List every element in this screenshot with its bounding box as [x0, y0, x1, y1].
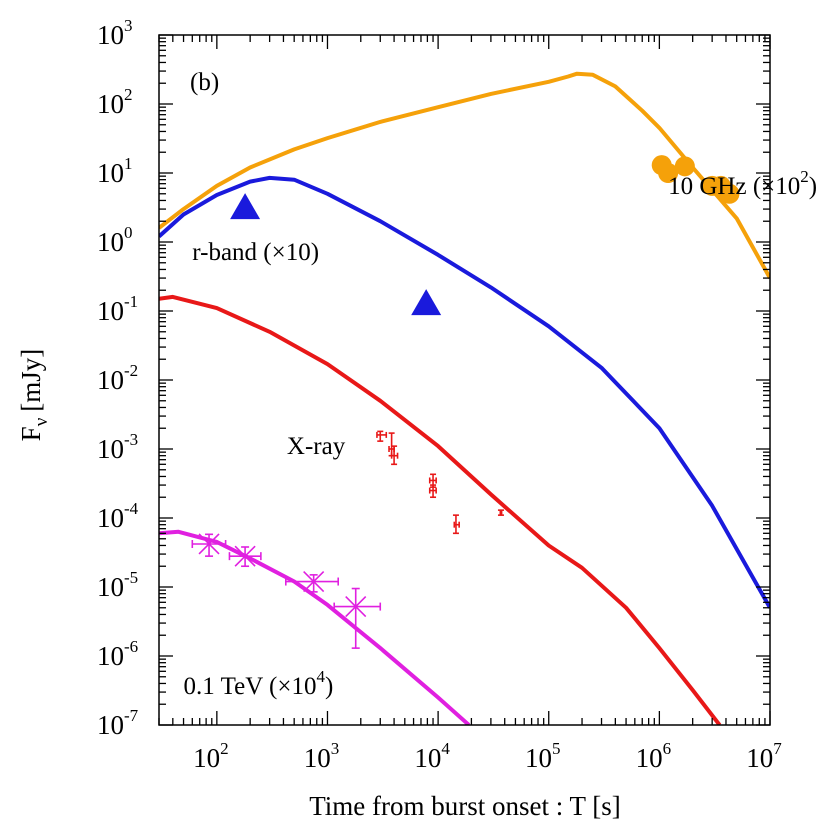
ghz-model-curve	[159, 71, 770, 280]
xray-data-point-6	[497, 509, 504, 516]
tev-data-point-2-star-b	[303, 570, 325, 593]
panel-label: (b)	[190, 69, 219, 96]
x-tick-label: 107	[746, 739, 782, 773]
y-tick-label: 10-4	[97, 499, 139, 533]
data-markers	[191, 155, 740, 649]
y-tick-label: 10-6	[97, 637, 138, 671]
y-axis-title: Fν[mJy]	[16, 349, 52, 442]
x-tick-label: 105	[525, 739, 561, 773]
ghz-data-point-1	[658, 163, 679, 183]
rband-model-curve	[159, 175, 770, 609]
x-tick-label: 103	[304, 739, 340, 773]
tev-data-point-1-star-b	[234, 545, 256, 567]
y-tick-label: 100	[97, 223, 133, 257]
rband-data-point-1	[411, 289, 442, 316]
ghz-label: 10 GHz (×102)	[668, 167, 817, 200]
rband-data-point-0	[230, 193, 261, 220]
y-tick-label: 10-3	[97, 430, 138, 464]
tev-data-point-1	[228, 545, 262, 568]
xray-data-point-0	[376, 430, 388, 442]
xray-data-point-5	[452, 514, 460, 535]
plot-frame	[158, 34, 771, 726]
ghz-data-point-5	[719, 183, 740, 204]
axis-ticks	[158, 34, 771, 726]
tev-data-point-3-star-b	[345, 596, 367, 618]
model-curves	[159, 71, 770, 725]
tev-data-point-2	[284, 570, 339, 593]
tev-data-point-3	[333, 587, 382, 649]
xray-data-point-4	[428, 484, 437, 499]
xray-label: X-ray	[287, 433, 346, 460]
y-tick-label: 10-7	[97, 706, 139, 740]
annotations: 10 GHz (×102) r-band (×10) X-ray 0.1 TeV (×…	[184, 167, 818, 700]
tick-labels: 102 103 104 105 106 107 103 102 101 100 10-1 10-2 10…	[97, 16, 782, 773]
rband-label: r-band (×10)	[192, 239, 319, 266]
tev-label: 0.1 TeV (×104)	[184, 667, 334, 700]
tev-data-point-0	[191, 533, 227, 557]
x-axis-title: Time from burst onset : T [s]	[309, 791, 621, 821]
xray-data-point-2	[390, 445, 399, 466]
x-tick-label: 104	[414, 739, 450, 773]
y-tick-label: 102	[97, 85, 133, 119]
tev-data-point-0-star-b	[198, 533, 220, 555]
x-tick-label: 106	[636, 739, 672, 773]
y-tick-label: 10-1	[97, 292, 138, 326]
y-tick-label: 10-2	[97, 361, 138, 395]
y-tick-label: 10-5	[97, 568, 138, 602]
x-tick-label: 102	[193, 739, 229, 773]
y-tick-label: 101	[97, 154, 133, 188]
y-tick-label: 103	[97, 16, 133, 50]
ghz-data-point-2	[674, 156, 695, 177]
xray-model-curve	[159, 294, 722, 725]
